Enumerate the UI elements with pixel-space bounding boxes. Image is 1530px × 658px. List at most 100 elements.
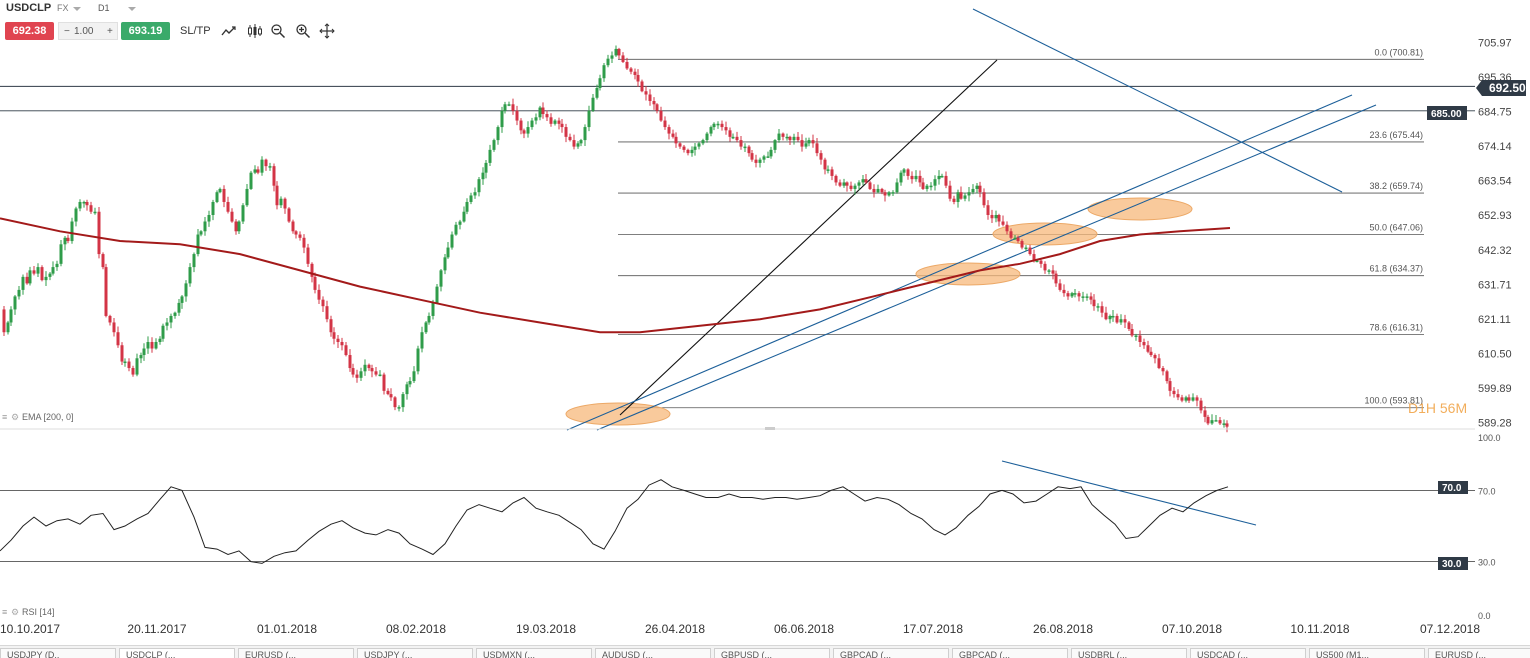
- candle-body[interactable]: [199, 231, 203, 235]
- candle-body[interactable]: [116, 332, 120, 346]
- candle-body[interactable]: [431, 302, 435, 316]
- candle-body[interactable]: [766, 156, 770, 158]
- candle-body[interactable]: [104, 267, 108, 316]
- candle-body[interactable]: [1077, 293, 1081, 297]
- candle-body[interactable]: [196, 234, 200, 255]
- candle-body[interactable]: [1035, 260, 1039, 263]
- candle-body[interactable]: [785, 136, 789, 139]
- candle-body[interactable]: [629, 68, 633, 72]
- candle-body[interactable]: [207, 214, 211, 222]
- candle-body[interactable]: [777, 133, 781, 141]
- impulse-line[interactable]: [619, 59, 998, 416]
- candle-body[interactable]: [1127, 322, 1131, 329]
- ema-indicator-label[interactable]: ≡ ⚙ EMA [200, 0]: [2, 412, 74, 422]
- candle-body[interactable]: [1130, 328, 1134, 336]
- candle-body[interactable]: [370, 368, 374, 372]
- candle-body[interactable]: [306, 247, 310, 264]
- candle-body[interactable]: [724, 127, 728, 131]
- candle-body[interactable]: [587, 110, 591, 128]
- candle-body[interactable]: [427, 315, 431, 323]
- candle-body[interactable]: [553, 120, 557, 124]
- candle-body[interactable]: [538, 107, 542, 118]
- candle-body[interactable]: [1016, 237, 1020, 242]
- candle-body[interactable]: [203, 221, 207, 232]
- candle-body[interactable]: [59, 244, 63, 264]
- candle-body[interactable]: [6, 322, 10, 333]
- settings-icon[interactable]: ⚙: [11, 412, 19, 422]
- candle-body[interactable]: [1111, 315, 1115, 318]
- candle-body[interactable]: [614, 48, 618, 56]
- candle-body[interactable]: [1009, 231, 1013, 238]
- candle-body[interactable]: [443, 257, 447, 271]
- candle-body[interactable]: [625, 61, 629, 69]
- candle-body[interactable]: [1104, 312, 1108, 320]
- candle-body[interactable]: [177, 302, 181, 313]
- candle-body[interactable]: [1157, 358, 1161, 369]
- chart-tab[interactable]: USDBRL (...: [1071, 648, 1187, 658]
- candle-body[interactable]: [807, 140, 811, 144]
- crosshair-icon[interactable]: [319, 23, 335, 39]
- candle-body[interactable]: [1001, 221, 1005, 225]
- candle-body[interactable]: [781, 133, 785, 137]
- candle-body[interactable]: [222, 188, 226, 202]
- candle-body[interactable]: [1123, 319, 1127, 323]
- candle-body[interactable]: [192, 254, 196, 268]
- candle-body[interactable]: [883, 192, 887, 196]
- candle-body[interactable]: [507, 104, 511, 106]
- candle-body[interactable]: [32, 270, 36, 274]
- chart-tab[interactable]: US500 (M1...: [1309, 648, 1425, 658]
- candle-body[interactable]: [97, 211, 101, 255]
- candle-body[interactable]: [120, 345, 124, 362]
- candle-body[interactable]: [530, 120, 534, 128]
- candle-body[interactable]: [340, 341, 344, 346]
- candle-body[interactable]: [63, 237, 67, 245]
- candle-body[interactable]: [256, 169, 260, 173]
- candle-body[interactable]: [671, 133, 675, 137]
- candle-body[interactable]: [462, 211, 466, 222]
- candle-body[interactable]: [621, 55, 625, 62]
- candle-body[interactable]: [975, 185, 979, 189]
- candle-body[interactable]: [439, 270, 443, 287]
- candle-body[interactable]: [348, 355, 352, 369]
- candle-body[interactable]: [1051, 270, 1055, 274]
- candle-body[interactable]: [237, 221, 241, 232]
- candle-body[interactable]: [389, 394, 393, 398]
- candle-body[interactable]: [937, 175, 941, 180]
- candle-body[interactable]: [690, 149, 694, 154]
- candle-body[interactable]: [344, 345, 348, 356]
- candle-body[interactable]: [576, 143, 580, 147]
- candle-body[interactable]: [918, 175, 922, 183]
- chart-tab[interactable]: EURUSD (...: [1428, 648, 1530, 658]
- candle-body[interactable]: [716, 123, 720, 126]
- candle-body[interactable]: [123, 361, 127, 364]
- candle-body[interactable]: [454, 224, 458, 235]
- candle-body[interactable]: [990, 214, 994, 219]
- rsi-indicator-label[interactable]: ≡ ⚙ RSI [14]: [2, 607, 55, 617]
- candle-body[interactable]: [997, 214, 1001, 222]
- candle-body[interactable]: [477, 179, 481, 193]
- candle-body[interactable]: [834, 175, 838, 183]
- settings-icon[interactable]: ⚙: [11, 607, 19, 617]
- uptrend-channel-line-lower[interactable]: [596, 104, 1377, 431]
- candle-body[interactable]: [66, 237, 70, 242]
- candle-body[interactable]: [693, 146, 697, 150]
- candle-body[interactable]: [367, 364, 371, 369]
- candle-body[interactable]: [1039, 260, 1043, 264]
- lot-decrease-button[interactable]: −: [64, 26, 70, 37]
- candle-body[interactable]: [211, 201, 215, 215]
- candle-body[interactable]: [48, 273, 52, 277]
- candle-body[interactable]: [55, 263, 59, 268]
- candle-body[interactable]: [1005, 224, 1009, 232]
- candle-body[interactable]: [1085, 296, 1089, 298]
- candle-body[interactable]: [1172, 390, 1176, 395]
- candle-body[interactable]: [1073, 293, 1077, 295]
- candle-body[interactable]: [1203, 410, 1207, 417]
- candle-body[interactable]: [978, 185, 982, 193]
- candle-body[interactable]: [849, 185, 853, 189]
- candle-body[interactable]: [85, 201, 89, 206]
- candle-body[interactable]: [1195, 397, 1199, 401]
- chart-tab[interactable]: USDCLP (...: [119, 648, 235, 658]
- candle-body[interactable]: [241, 205, 245, 222]
- candle-body[interactable]: [500, 110, 504, 128]
